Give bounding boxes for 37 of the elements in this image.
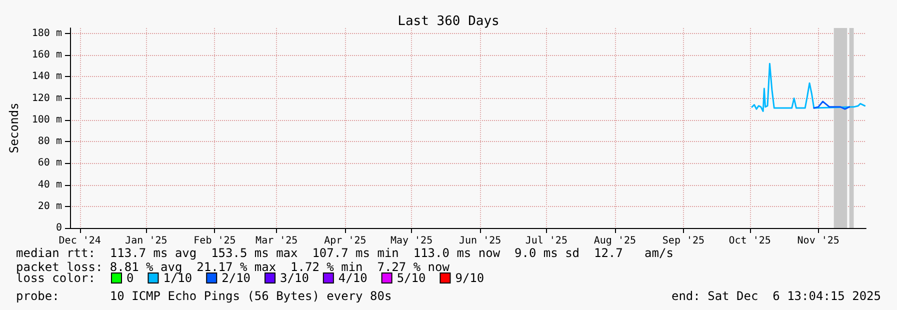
y-tick-label: 80 m	[38, 136, 62, 148]
chart-title: Last 360 Days	[398, 14, 500, 29]
text: end: Sat Dec 6 13:04:15 2025	[671, 289, 881, 303]
x-tick-label: Mar '25	[256, 236, 298, 246]
legend-label: 3/10	[280, 271, 309, 285]
x-tick-label: Jan '25	[125, 236, 168, 246]
y-tick-label: 120 m	[32, 92, 62, 104]
y-tick-label: 60 m	[38, 158, 62, 169]
text: probe: 10 ICMP Echo Pings (56 Bytes) every 80s	[16, 289, 392, 303]
x-tick-label: Oct '25	[728, 236, 771, 246]
legend-label: 9/10	[455, 271, 484, 285]
x-tick-label: Feb '25	[194, 236, 236, 246]
y-tick-label: 160 m	[32, 50, 62, 61]
y-tick-label: 180 m	[32, 28, 62, 39]
text: packet loss: 8.81 % avg 21.17 % max 1.72 % min 7.27 % now	[16, 260, 450, 274]
legend-title: loss color:	[16, 271, 96, 285]
y-tick-label: 40 m	[38, 179, 62, 190]
x-tick-label: Dec '24	[58, 236, 101, 246]
line-series	[751, 62, 866, 112]
legend-label: 2/10	[222, 271, 251, 285]
y-axis-title: Seconds	[7, 102, 21, 154]
x-tick-label: Aug '25	[594, 236, 636, 246]
y-tick-label: 140 m	[32, 71, 62, 82]
x-tick-label: Jul '25	[525, 236, 568, 246]
x-tick-label: Nov '25	[797, 236, 840, 246]
legend-label: 4/10	[338, 271, 368, 285]
text: median rtt: 113.7 ms avg 153.5 ms max 107.7 ms min 113.0 ms now 9.0 ms sd 12.7 am/s	[16, 246, 674, 260]
y-tick-label: 100 m	[32, 114, 62, 126]
y-tick-label: 0	[56, 222, 62, 234]
y-tick-label: 20 m	[38, 200, 62, 212]
x-tick-label: May '25	[390, 236, 433, 246]
legend-label: 5/10	[396, 271, 426, 285]
legend-label: 0	[126, 271, 134, 285]
line-series	[813, 100, 850, 110]
x-tick-label: Sep '25	[662, 236, 705, 246]
x-tick-label: Apr '25	[324, 236, 366, 246]
x-tick-label: Jun '25	[458, 236, 502, 246]
